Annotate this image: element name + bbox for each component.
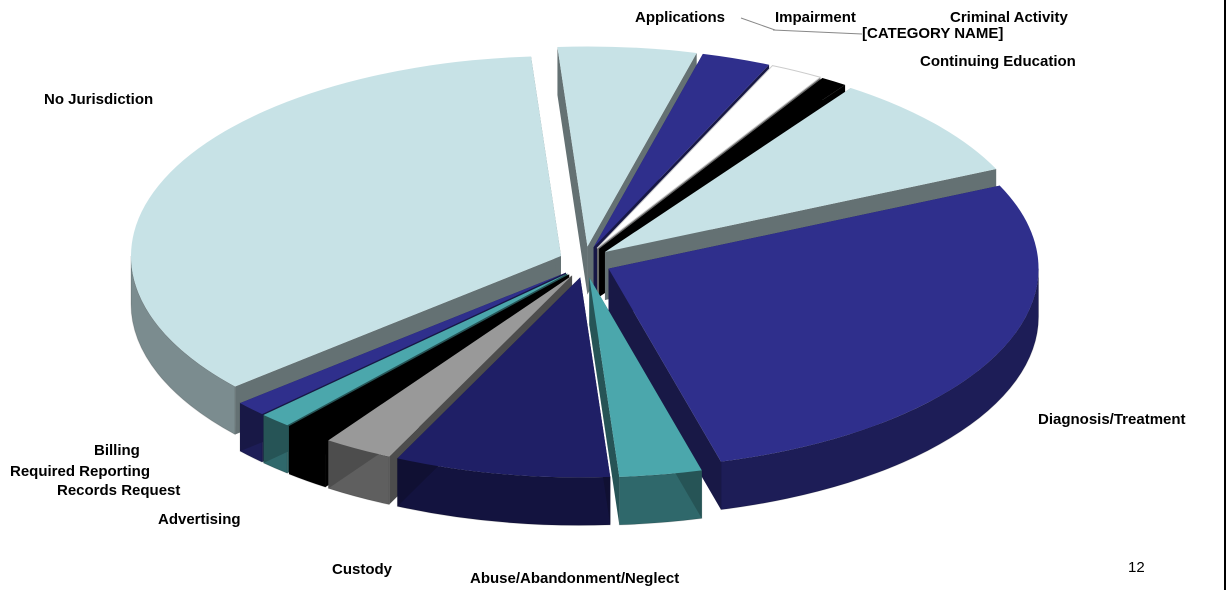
slice-face-6-1 <box>589 277 620 525</box>
slice-10 <box>263 273 568 426</box>
slice-label-10: Required Reporting <box>10 463 150 480</box>
slice-label-8: Advertising <box>158 511 241 528</box>
slice-tops <box>131 46 1039 478</box>
slice-label-1: Impairment <box>775 9 856 26</box>
slice-2 <box>596 65 822 249</box>
slice-6 <box>589 277 702 477</box>
slice-label-11: Billing <box>94 442 140 459</box>
slice-label-12: No Jurisdiction <box>44 91 153 108</box>
slice-1 <box>593 53 770 248</box>
slice-3 <box>599 78 846 249</box>
slice-label-2: [CATEGORY NAME] <box>862 25 1003 42</box>
slice-label-9: Records Request <box>57 482 180 499</box>
slice-label-5: Diagnosis/Treatment <box>1038 411 1186 428</box>
slice-12 <box>131 56 562 387</box>
slice-9 <box>289 274 570 440</box>
slice-0 <box>557 46 697 247</box>
page-edge-line <box>1224 0 1226 590</box>
leader-line-1 <box>772 29 863 35</box>
slice-label-4: Continuing Education <box>920 53 1076 70</box>
slice-face-0-0 <box>557 46 588 295</box>
slice-label-6: Abuse/Abandonment/Neglect <box>470 570 679 587</box>
slice-8 <box>328 275 573 457</box>
slice-label-7: Custody <box>332 561 393 578</box>
slice-7 <box>397 277 611 478</box>
slice-label-0: Applications <box>635 9 725 26</box>
slice-4 <box>604 87 997 253</box>
leader-line-0 <box>740 17 776 31</box>
page-number: 12 <box>1128 559 1145 576</box>
slice-11 <box>240 272 566 415</box>
slice-5 <box>608 185 1039 462</box>
slice-labels: Applications Impairment [CATEGORY NAME]Cri… <box>10 9 1186 587</box>
slice-label-3: Criminal Activity <box>950 9 1068 26</box>
slice-face-5-1 <box>608 268 721 510</box>
